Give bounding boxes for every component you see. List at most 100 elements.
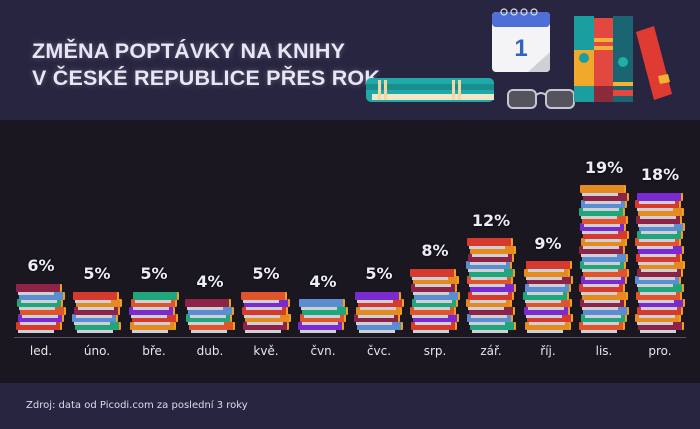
book-icon [16, 284, 62, 295]
book-icon [580, 185, 626, 197]
value-label: 4% [196, 272, 224, 291]
book-icon [583, 192, 629, 204]
value-label: 19% [584, 158, 624, 177]
book-icon [582, 215, 628, 227]
bar-column: 12% [466, 133, 516, 333]
book-icon [74, 306, 120, 318]
book-icon [72, 314, 118, 326]
book-icon [582, 291, 628, 303]
bar-column: 19% [579, 133, 629, 333]
month-label: lis. [595, 344, 613, 358]
book-icon [186, 314, 232, 326]
bar-column: 4% [298, 133, 348, 333]
book-icon [131, 299, 177, 311]
book-stack [466, 236, 516, 333]
book-icon [467, 314, 513, 326]
book-icon [635, 314, 681, 326]
book-icon [636, 215, 682, 227]
book-icon [639, 261, 685, 273]
book-icon [241, 291, 287, 303]
book-icon [356, 306, 402, 318]
book-icon [242, 306, 288, 318]
book-icon [300, 314, 346, 326]
book-icon [579, 322, 625, 333]
book-icon [580, 261, 626, 273]
book-icon [581, 200, 627, 212]
book-icon [581, 276, 627, 288]
bar-column: 6% [16, 133, 66, 333]
book-icon [414, 291, 460, 303]
month-label: srp. [423, 344, 447, 358]
month-label: čvc. [366, 344, 392, 358]
month-label: čvn. [310, 344, 336, 358]
book-icon [410, 306, 456, 318]
book-icon [411, 322, 457, 333]
book-icon [635, 200, 681, 212]
book-icon [581, 314, 627, 326]
book-icon [133, 291, 179, 303]
book-icon [129, 306, 175, 318]
book-icon [527, 276, 573, 288]
book-icon [639, 299, 685, 311]
bar-column: 5% [129, 133, 179, 333]
month-label: led. [29, 344, 53, 358]
header: ZMĚNA POPTÁVKY NA KNIHY V ČESKÉ REPUBLIC… [0, 0, 700, 120]
value-label: 5% [252, 264, 280, 283]
book-icon [189, 322, 235, 333]
book-icon [583, 230, 629, 242]
book-icon [17, 299, 63, 311]
month-label: dub. [196, 344, 224, 358]
book-icon [639, 223, 685, 235]
book-stack [635, 190, 685, 333]
book-icon [468, 291, 514, 303]
page-title: ZMĚNA POPTÁVKY NA KNIHY V ČESKÉ REPUBLIC… [32, 38, 380, 92]
book-icon [130, 322, 176, 333]
value-label: 18% [640, 165, 680, 184]
calendar-day: 1 [514, 35, 527, 62]
book-icon [523, 291, 569, 303]
book-stack [298, 297, 348, 333]
book-icon [638, 208, 684, 219]
standing-books-icon [574, 16, 672, 102]
book-icon [637, 268, 683, 280]
book-icon [583, 306, 629, 318]
book-icon [638, 322, 684, 333]
month-label: zář. [480, 344, 502, 358]
book-icon [637, 230, 683, 242]
book-icon [469, 306, 515, 318]
value-label: 5% [365, 264, 393, 283]
book-icon [638, 246, 684, 257]
book-stack [16, 281, 66, 333]
book-icon [188, 306, 234, 318]
value-label: 6% [27, 256, 55, 275]
book-icon [355, 291, 401, 303]
bar-column: 5% [354, 133, 404, 333]
book-icon [527, 314, 573, 326]
value-label: 9% [534, 234, 562, 253]
bar-column: 5% [72, 133, 122, 333]
book-icon [524, 268, 570, 280]
bar-column: 9% [523, 133, 573, 333]
book-icon [525, 284, 571, 295]
book-icon [470, 284, 516, 295]
book-icon [580, 223, 626, 235]
lying-book-icon [366, 78, 494, 102]
month-label: pro. [648, 344, 672, 358]
book-icon [468, 253, 514, 265]
book-stack [523, 259, 573, 333]
book-icon [579, 208, 625, 219]
book-icon [16, 322, 62, 333]
book-icon [579, 246, 625, 257]
book-icon [76, 299, 122, 311]
book-icon [466, 299, 512, 311]
value-label: 4% [309, 272, 337, 291]
book-icon [412, 299, 458, 311]
title-line-2: V ČESKÉ REPUBLICE PŘES ROK [32, 66, 381, 90]
book-icon [410, 268, 456, 280]
value-label: 12% [471, 211, 511, 230]
book-icon [357, 322, 403, 333]
book-icon [354, 314, 400, 326]
book-icon [637, 306, 683, 318]
book-icon [469, 268, 515, 280]
book-stack [129, 289, 179, 333]
